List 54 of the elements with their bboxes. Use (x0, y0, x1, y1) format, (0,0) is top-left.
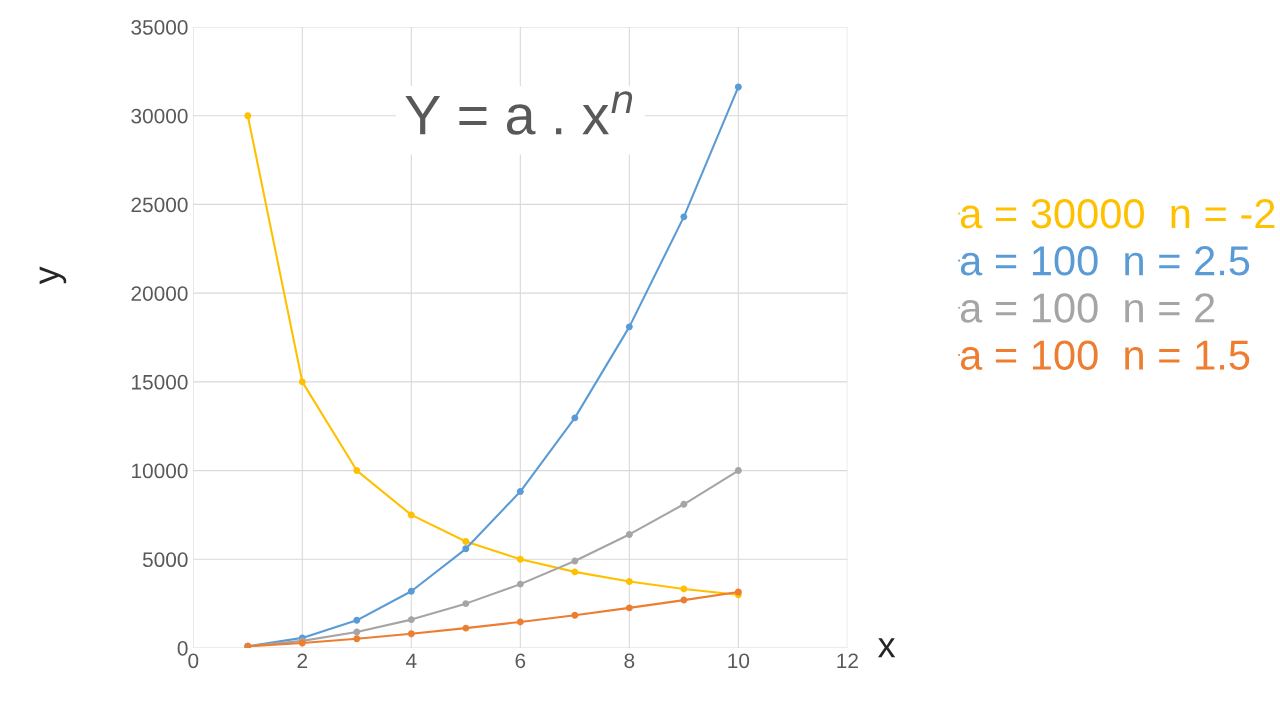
point (625, 323, 633, 331)
y-tick-label: 0 (177, 641, 188, 656)
point (516, 580, 524, 588)
point (571, 557, 579, 565)
point (625, 530, 633, 538)
point (680, 213, 688, 221)
point (516, 555, 524, 563)
point (462, 545, 470, 553)
point (353, 616, 361, 624)
point (680, 585, 688, 593)
y-axis-title: y (39, 266, 67, 285)
x-axis-title: x (877, 638, 896, 658)
point (516, 618, 524, 626)
y-tick-label: 25000 (131, 197, 188, 213)
y-tick-label: 30000 (131, 108, 188, 124)
point (516, 488, 524, 495)
text: Y = a . x$^{n}$ (405, 91, 633, 135)
x-tick-label: 2 (297, 653, 308, 668)
point (407, 511, 415, 519)
x-tick-label: 6 (515, 653, 526, 669)
point (625, 577, 633, 585)
y-tick-label: 35000 (131, 20, 188, 35)
legend-label: a = 100 n = 2 (960, 293, 1215, 323)
x-tick-label: 8 (624, 653, 635, 669)
x-tick-label: 4 (405, 653, 417, 668)
point (298, 378, 306, 386)
point (407, 616, 415, 624)
y-tick-label: 5000 (142, 552, 188, 568)
legend-label: a = 30000 n = -2 (960, 198, 1275, 229)
point (680, 596, 688, 604)
y-tick-label: 15000 (132, 374, 188, 390)
point (625, 604, 633, 612)
point (680, 500, 688, 508)
x-tick-label: 0 (188, 653, 199, 669)
legend-label: a = 100 n = 1.5 (960, 340, 1250, 370)
point (407, 587, 415, 595)
point (353, 635, 361, 643)
legend-label: a = 100 n = 2.5 (960, 246, 1250, 276)
x-tick-label: 10 (728, 653, 750, 669)
point (734, 467, 742, 475)
point (407, 630, 415, 638)
y-tick-label: 10000 (132, 463, 188, 479)
point (571, 414, 579, 422)
point (571, 568, 579, 576)
y-tick-label: 20000 (131, 286, 188, 301)
point (462, 624, 470, 632)
point (244, 112, 252, 120)
x-tick-label: 12 (837, 653, 858, 668)
point (353, 628, 361, 636)
point (462, 538, 470, 546)
point (734, 83, 742, 91)
point (571, 611, 579, 619)
point (353, 467, 361, 475)
point (462, 600, 470, 608)
